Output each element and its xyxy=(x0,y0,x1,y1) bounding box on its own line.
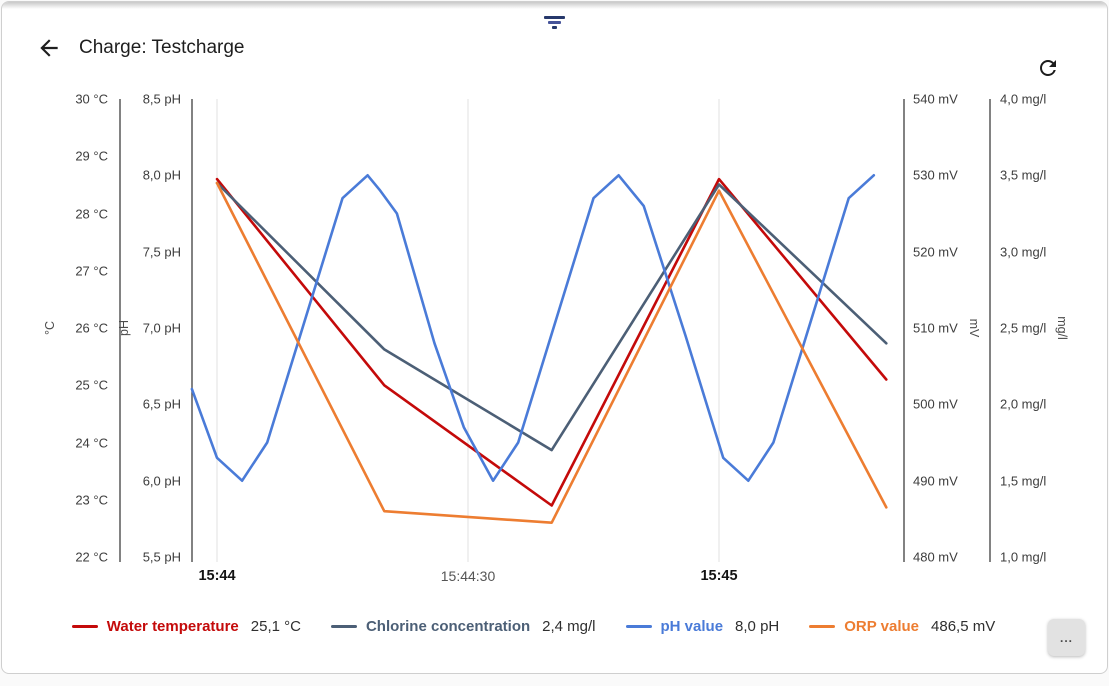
legend-label: ORP value xyxy=(844,617,920,635)
filter-bar xyxy=(552,26,557,29)
filter-bar xyxy=(548,21,561,24)
y-tick-label-temp: 29 °C xyxy=(75,148,108,164)
y-axis-unit-label-temp: °C xyxy=(43,320,57,336)
chart-canvas xyxy=(119,99,991,562)
chart-legend: Water temperature 25,1 °C Chlorine concent… xyxy=(71,608,995,644)
filter-bar xyxy=(544,16,565,19)
y-axis-unit-label-ph: pH xyxy=(117,320,131,336)
legend-value: 25,1 °C xyxy=(250,617,301,635)
legend-line-swatch xyxy=(809,624,836,628)
y-tick-label-mv: 480 mV xyxy=(913,549,958,565)
y-tick-label-ph: 8,0 pH xyxy=(142,167,181,183)
legend-label: pH value xyxy=(660,617,724,635)
y-tick-label-temp: 24 °C xyxy=(75,435,108,450)
y-tick-label-mgl: 1,0 mg/l xyxy=(1000,549,1047,565)
series-line-ph-value xyxy=(190,174,876,483)
y-tick-label-mv: 520 mV xyxy=(913,244,958,260)
chart-card: Charge: Testcharge 15:44 15:44:30 15:45 30 … xyxy=(1,1,1108,674)
y-axis-unit-label-mgl: mg/l xyxy=(1055,316,1069,340)
y-tick-label-mgl: 2,5 mg/l xyxy=(1000,320,1047,336)
y-tick-label-mv: 500 mV xyxy=(913,396,958,412)
arrow-left-icon xyxy=(40,39,58,57)
y-tick-label-ph: 7,0 pH xyxy=(142,320,181,336)
legend-item-chlorine-concentration[interactable]: Chlorine concentration 2,4 mg/l xyxy=(330,617,596,635)
refresh-button[interactable] xyxy=(1036,56,1060,80)
more-options-button[interactable]: ... xyxy=(1048,619,1085,656)
legend-value: 2,4 mg/l xyxy=(542,617,596,635)
series-line-chlorine-concentration xyxy=(215,181,888,452)
y-axis-unit-label-mv: mV xyxy=(967,318,981,338)
y-tick-label-temp: 23 °C xyxy=(75,492,108,508)
legend-label: Water temperature xyxy=(106,617,239,635)
y-tick-label-ph: 6,0 pH xyxy=(142,473,181,489)
back-button[interactable] xyxy=(36,35,62,61)
series-line-water-temperature xyxy=(215,177,888,507)
y-tick-label-mv: 510 mV xyxy=(913,320,958,336)
y-tick-label-temp: 26 °C xyxy=(75,320,108,336)
filter-icon[interactable] xyxy=(543,14,567,30)
legend-label: Chlorine concentration xyxy=(365,617,531,635)
y-tick-label-mgl: 4,0 mg/l xyxy=(1000,91,1047,107)
legend-line-swatch xyxy=(625,624,652,628)
legend-value: 486,5 mV xyxy=(931,617,996,635)
y-tick-label-mv: 540 mV xyxy=(913,91,958,107)
y-tick-label-ph: 7,5 pH xyxy=(142,244,181,260)
y-tick-label-mgl: 1,5 mg/l xyxy=(1000,473,1047,489)
y-tick-label-temp: 30 °C xyxy=(75,91,108,107)
y-tick-label-mgl: 2,0 mg/l xyxy=(1000,396,1047,412)
y-tick-label-mgl: 3,0 mg/l xyxy=(1000,244,1047,260)
legend-line-swatch xyxy=(71,624,98,628)
y-tick-label-ph: 5,5 pH xyxy=(142,549,181,565)
x-tick-label: 15:45 xyxy=(700,568,738,584)
legend-item-orp-value[interactable]: ORP value 486,5 mV xyxy=(809,618,995,635)
y-tick-label-temp: 27 °C xyxy=(75,263,108,279)
y-tick-label-temp: 25 °C xyxy=(75,377,108,393)
x-tick-label: 15:44 xyxy=(198,568,236,584)
series-line-orp-value xyxy=(215,181,888,525)
y-tick-label-ph: 6,5 pH xyxy=(142,396,181,412)
legend-item-water-temperature[interactable]: Water temperature 25,1 °C xyxy=(71,617,301,635)
chart-plot-area[interactable]: 15:44 15:44:30 15:45 30 °C 29 °C 28 °C 27 °C 26… xyxy=(2,2,1107,673)
y-tick-label-mgl: 3,5 mg/l xyxy=(1000,167,1047,183)
y-tick-label-temp: 28 °C xyxy=(75,206,108,221)
legend-value: 8,0 pH xyxy=(735,617,780,635)
y-tick-label-mv: 490 mV xyxy=(913,473,958,489)
x-tick-label: 15:44:30 xyxy=(440,568,496,584)
legend-item-ph-value[interactable]: pH value 8,0 pH xyxy=(625,617,780,635)
refresh-icon xyxy=(1040,60,1056,76)
legend-line-swatch xyxy=(330,624,357,628)
y-tick-label-mv: 530 mV xyxy=(913,167,958,183)
y-tick-label-ph: 8,5 pH xyxy=(142,91,181,107)
page-title: Charge: Testcharge xyxy=(79,37,245,58)
y-tick-label-temp: 22 °C xyxy=(75,549,108,565)
